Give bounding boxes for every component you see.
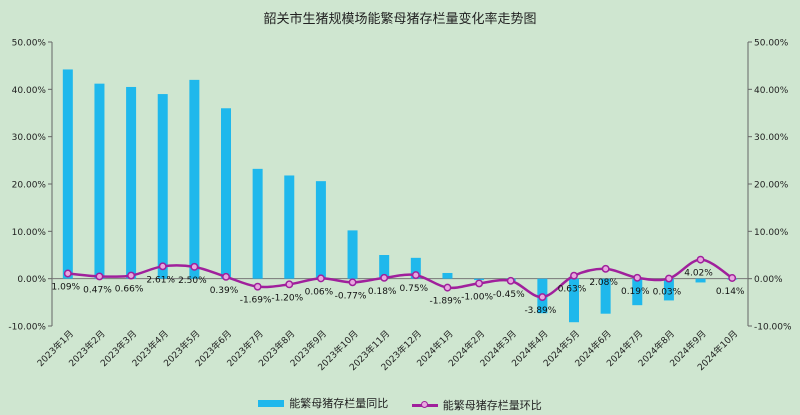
line-point [728, 274, 737, 282]
bar [663, 278, 674, 301]
legend-label-mom: 能繁母猪存栏量环比 [442, 399, 542, 412]
data-label: 2.08% [589, 278, 618, 288]
data-label: 0.39% [210, 286, 239, 296]
line-point [696, 255, 705, 264]
data-label: -0.77% [335, 291, 367, 301]
bar [410, 257, 421, 279]
line-point [506, 276, 515, 285]
bar [379, 255, 390, 279]
y-tick-label: 0.00% [17, 275, 46, 285]
y2-tick-label: 40.00% [754, 86, 789, 96]
y2-tick-label: 50.00% [754, 39, 789, 49]
line-point [570, 271, 578, 280]
data-label: -1.20% [271, 293, 303, 303]
bar [474, 278, 485, 281]
data-label: 0.14% [716, 287, 745, 297]
legend-label-yoy: 能繁母猪存栏量同比 [289, 397, 389, 410]
bar [189, 79, 200, 279]
data-label: 0.63% [558, 285, 587, 295]
line-point [380, 273, 389, 282]
data-label: -1.89% [430, 297, 462, 307]
line-point [253, 282, 262, 291]
data-label: 0.19% [621, 287, 650, 297]
bar [157, 94, 168, 279]
line-point [411, 271, 420, 280]
line-point [475, 279, 484, 288]
bar [284, 175, 295, 279]
y-tick-label: 30.00% [12, 133, 47, 143]
data-label: 0.18% [368, 287, 397, 297]
bar [695, 278, 706, 283]
data-label: 2.61% [146, 275, 175, 285]
bar [600, 278, 611, 314]
y-tick-label: 20.00% [12, 181, 47, 191]
data-label: -3.89% [524, 306, 556, 316]
data-label: -0.45% [493, 290, 525, 300]
legend-item-yoy[interactable]: 能繁母猪存栏量同比 [258, 395, 388, 411]
bar [442, 272, 453, 279]
line-point [601, 264, 610, 273]
legend-item-mom[interactable]: 能繁母猪存栏量环比 [411, 397, 542, 413]
y-tick-label: 50.00% [12, 39, 47, 49]
bar [221, 108, 231, 279]
y-tick-label: 40.00% [12, 86, 47, 96]
line-point [63, 269, 72, 278]
line-point [443, 283, 452, 292]
bar-swatch [258, 399, 285, 407]
data-label: 4.02% [684, 269, 713, 279]
y2-tick-label: -10.00% [754, 323, 792, 333]
data-label: 0.03% [653, 288, 682, 298]
line-swatch [411, 400, 438, 408]
y2-tick-label: 20.00% [754, 181, 789, 191]
line-point [633, 273, 642, 282]
data-label: -1.69% [240, 296, 272, 306]
y-tick-label: 10.00% [12, 228, 47, 238]
data-label: -1.00% [461, 292, 493, 302]
line-point [222, 272, 230, 281]
bar [252, 168, 263, 279]
line-point [95, 272, 104, 281]
data-label: 1.09% [52, 283, 81, 293]
line-point [190, 262, 199, 271]
y2-tick-label: 30.00% [754, 133, 789, 143]
y2-tick-label: 10.00% [754, 228, 789, 238]
line-point [285, 280, 294, 289]
data-label: 0.75% [400, 284, 429, 294]
legend: 能繁母猪存栏量同比 能繁母猪存栏量环比 [0, 395, 800, 413]
y2-tick-label: 0.00% [754, 275, 783, 285]
bar [347, 230, 358, 279]
bar [569, 278, 579, 323]
chart-title: 韶关市生猪规模场能繁母猪存栏量变化率走势图 [263, 12, 537, 27]
data-label: 0.47% [83, 285, 112, 295]
bar [94, 83, 105, 279]
line-point [158, 262, 167, 271]
bar [632, 278, 643, 306]
bar [126, 86, 137, 279]
bar [315, 181, 326, 279]
bar [62, 69, 73, 279]
line-point [538, 293, 547, 302]
line-point [127, 271, 136, 280]
y-tick-label: -10.00% [8, 323, 46, 333]
line-point [348, 278, 357, 287]
data-label: 0.66% [115, 285, 144, 295]
line-point [664, 274, 673, 283]
series-line [67, 258, 733, 299]
data-label: 0.06% [305, 287, 334, 297]
line-point [316, 274, 325, 283]
data-label: 2.50% [178, 276, 207, 286]
